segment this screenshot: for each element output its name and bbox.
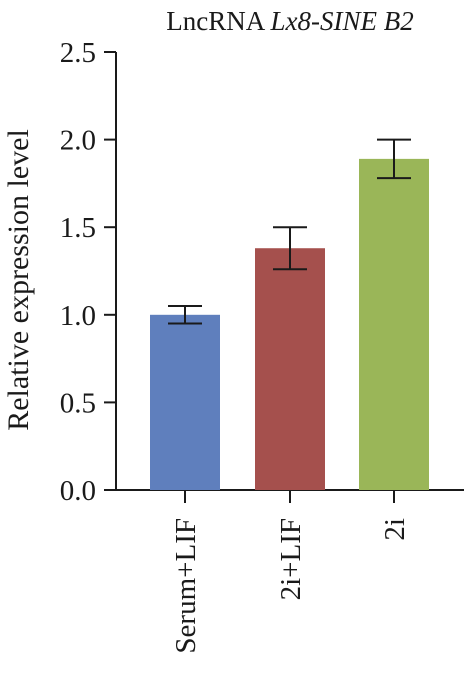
y-tick-label: 2.0: [60, 125, 96, 157]
bar: [150, 314, 220, 490]
bar: [359, 158, 429, 490]
x-tick-label: 2i+LIF: [275, 518, 307, 600]
y-tick-label: 2.5: [60, 37, 96, 69]
x-tick-label: 2i: [379, 518, 411, 541]
y-axis-title: Relative expression level: [2, 129, 35, 431]
plot-area: 0.0 0.5 1.0 1.5 2.0 2.5 Serum+LIF 2i+LIF 2i: [60, 37, 464, 654]
chart-title-italic: Lx8-SINE B2: [270, 6, 414, 36]
y-tick-label: 1.5: [60, 212, 96, 244]
y-tick-label: 1.0: [60, 300, 96, 332]
bar: [255, 248, 325, 490]
x-tick-label: Serum+LIF: [170, 518, 202, 654]
y-tick-label: 0.0: [60, 475, 96, 507]
chart-title-prefix: LncRNA: [166, 6, 270, 36]
y-tick-label: 0.5: [60, 387, 96, 419]
chart-title: LncRNA Lx8-SINE B2: [166, 6, 413, 36]
